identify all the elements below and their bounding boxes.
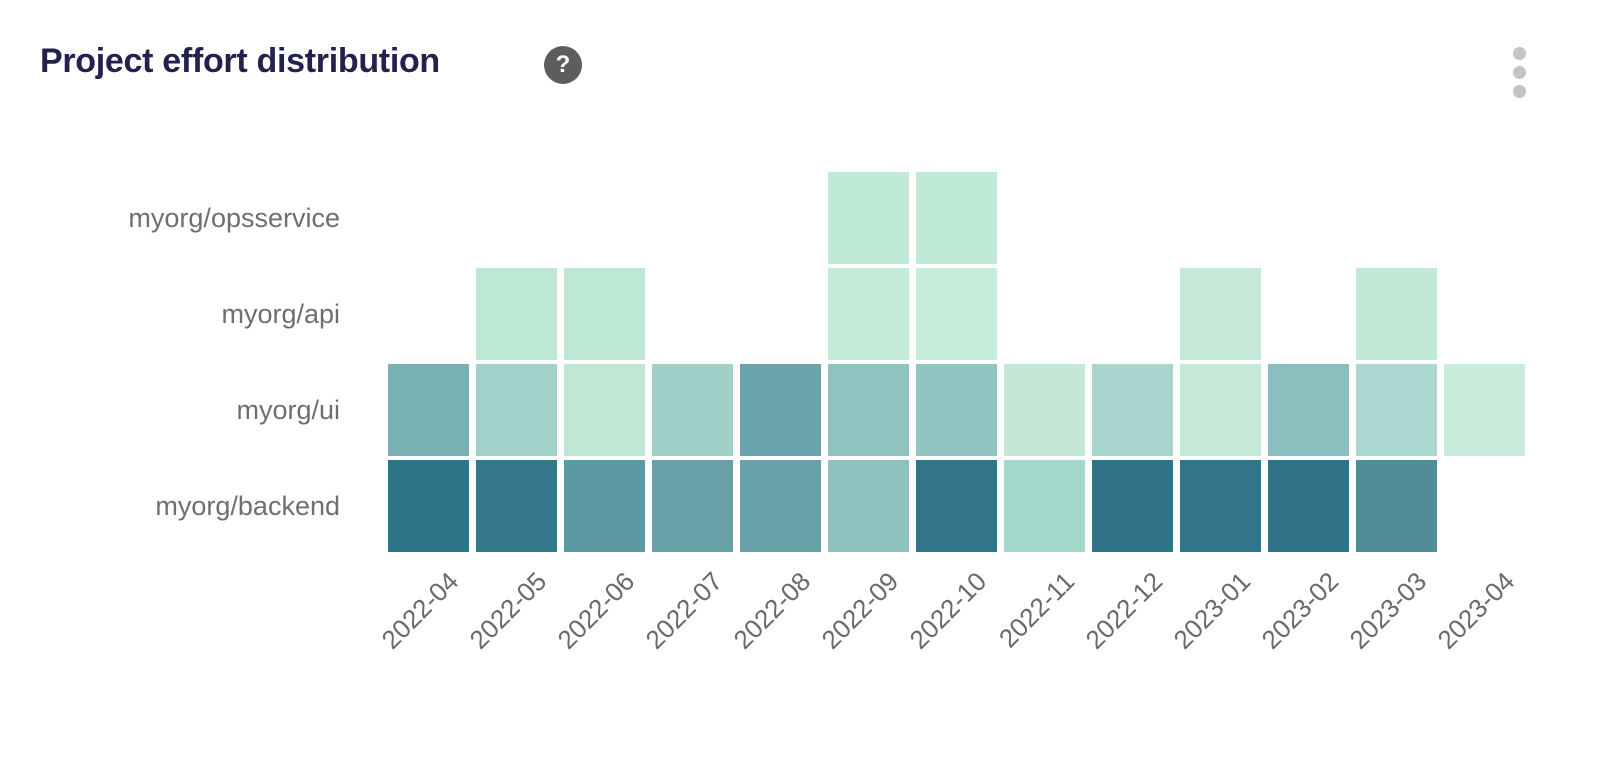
heatmap-cell[interactable] <box>828 364 909 456</box>
menu-dot <box>1513 47 1526 60</box>
x-axis-label: 2022-07 <box>639 566 728 655</box>
y-axis-label: myorg/api <box>221 298 340 329</box>
heatmap-cell[interactable] <box>1356 268 1437 360</box>
x-axis-label: 2022-10 <box>903 566 992 655</box>
heatmap-cell[interactable] <box>564 364 645 456</box>
heatmap-cell[interactable] <box>916 364 997 456</box>
x-axis-label: 2023-03 <box>1343 566 1432 655</box>
x-axis-label: 2023-02 <box>1255 566 1344 655</box>
question-mark-icon[interactable]: ? <box>544 46 582 84</box>
y-axis-label: myorg/ui <box>236 394 340 425</box>
heatmap-cell[interactable] <box>652 364 733 456</box>
x-axis-label: 2022-08 <box>727 566 816 655</box>
x-axis-label: 2022-11 <box>992 566 1080 654</box>
heatmap-cell[interactable] <box>388 364 469 456</box>
heatmap-cell[interactable] <box>1356 364 1437 456</box>
x-axis-label: 2022-12 <box>1079 566 1168 655</box>
heatmap-cell[interactable] <box>476 268 557 360</box>
heatmap-cell[interactable] <box>476 460 557 552</box>
heatmap-cell[interactable] <box>916 172 997 264</box>
heatmap-cell[interactable] <box>740 364 821 456</box>
heatmap-cell[interactable] <box>1180 460 1261 552</box>
heatmap-cell[interactable] <box>828 268 909 360</box>
heatmap-cell[interactable] <box>1268 460 1349 552</box>
heatmap-cell[interactable] <box>388 460 469 552</box>
y-axis-label: myorg/backend <box>155 490 340 521</box>
page-title: Project effort distribution <box>40 42 440 80</box>
heatmap-cell[interactable] <box>828 172 909 264</box>
menu-dot <box>1513 66 1526 79</box>
heatmap-cell[interactable] <box>564 460 645 552</box>
x-axis-label: 2022-06 <box>551 566 640 655</box>
heatmap-cell[interactable] <box>1356 460 1437 552</box>
heatmap-cell[interactable] <box>1268 364 1349 456</box>
heatmap-cell[interactable] <box>828 460 909 552</box>
heatmap-cell[interactable] <box>1092 460 1173 552</box>
heatmap-cell[interactable] <box>916 460 997 552</box>
menu-dot <box>1513 85 1526 98</box>
heatmap-cell[interactable] <box>1004 460 1085 552</box>
heatmap-cell[interactable] <box>476 364 557 456</box>
heatmap-cell[interactable] <box>652 460 733 552</box>
heatmap-cell[interactable] <box>1004 364 1085 456</box>
heatmap-cell[interactable] <box>1180 268 1261 360</box>
heatmap-cell[interactable] <box>564 268 645 360</box>
x-axis-label: 2022-04 <box>375 566 464 655</box>
x-axis-label: 2023-04 <box>1431 566 1520 655</box>
x-axis-label: 2022-05 <box>463 566 552 655</box>
heatmap-cell[interactable] <box>916 268 997 360</box>
x-axis-label: 2022-09 <box>815 566 904 655</box>
x-axis-label: 2023-01 <box>1167 566 1256 655</box>
heatmap-cell[interactable] <box>1180 364 1261 456</box>
kebab-menu-icon[interactable] <box>1513 47 1527 104</box>
y-axis-label: myorg/opsservice <box>128 202 340 233</box>
heatmap-cell[interactable] <box>1444 364 1525 456</box>
heatmap-cell[interactable] <box>1092 364 1173 456</box>
heatmap-cell[interactable] <box>740 460 821 552</box>
